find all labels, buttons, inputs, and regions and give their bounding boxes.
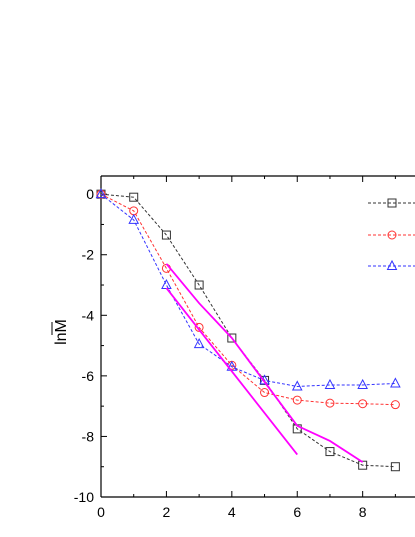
fit-line-layer xyxy=(165,263,364,463)
data-point-circle xyxy=(390,400,400,410)
x-tick-label: 6 xyxy=(293,504,301,520)
y-tick-label: -2 xyxy=(82,247,95,263)
data-point-triangle xyxy=(161,278,172,290)
x-tick-label: 8 xyxy=(359,504,367,520)
series-layer xyxy=(95,188,401,472)
data-point-circle xyxy=(387,230,397,240)
y-axis-label: lnM xyxy=(53,319,70,345)
legend-entry-square xyxy=(368,198,415,208)
data-point-square xyxy=(387,198,397,208)
data-point-circle xyxy=(194,322,204,332)
x-tick-label: 0 xyxy=(97,504,105,520)
data-point-square xyxy=(325,447,335,457)
data-point-square xyxy=(227,333,237,343)
fit-line xyxy=(165,287,298,456)
series-circle xyxy=(96,189,400,410)
legend-entry-triangle xyxy=(368,259,415,270)
data-point-circle xyxy=(260,388,270,398)
x-tick-label: 2 xyxy=(163,504,171,520)
legend xyxy=(368,198,415,270)
data-point-circle xyxy=(292,395,302,405)
fit-line xyxy=(165,263,364,463)
data-point-triangle xyxy=(193,338,205,349)
data-point-square xyxy=(194,280,204,290)
y-tick-label: -10 xyxy=(74,489,94,505)
y-tick-label: -6 xyxy=(82,368,95,384)
data-point-triangle xyxy=(357,378,368,389)
y-tick-label: 0 xyxy=(86,186,94,202)
y-axis-label-group: lnM xyxy=(51,319,70,345)
data-point-square xyxy=(161,230,171,240)
y-tick-label: -8 xyxy=(82,428,95,444)
data-point-circle xyxy=(358,399,368,409)
data-point-triangle xyxy=(128,213,140,224)
x-tick-label: 4 xyxy=(228,504,236,520)
data-point-square xyxy=(390,462,400,472)
series-line xyxy=(100,193,396,406)
data-point-triangle xyxy=(324,378,336,389)
data-point-triangle xyxy=(291,380,303,391)
data-point-square xyxy=(129,192,139,202)
x-axis-label: t xyxy=(294,535,299,537)
axes: 0 2 4 6 8 0 -2 -4 -6 -8 -10 xyxy=(74,175,415,520)
data-point-circle xyxy=(325,398,335,408)
data-point-triangle xyxy=(386,259,398,270)
series-square xyxy=(96,189,400,472)
data-point-triangle xyxy=(390,377,401,388)
legend-entry-circle xyxy=(368,230,415,240)
series-line xyxy=(100,193,396,387)
series-line xyxy=(100,193,396,468)
data-point-triangle xyxy=(95,188,107,199)
y-tick-label: -4 xyxy=(82,307,95,323)
